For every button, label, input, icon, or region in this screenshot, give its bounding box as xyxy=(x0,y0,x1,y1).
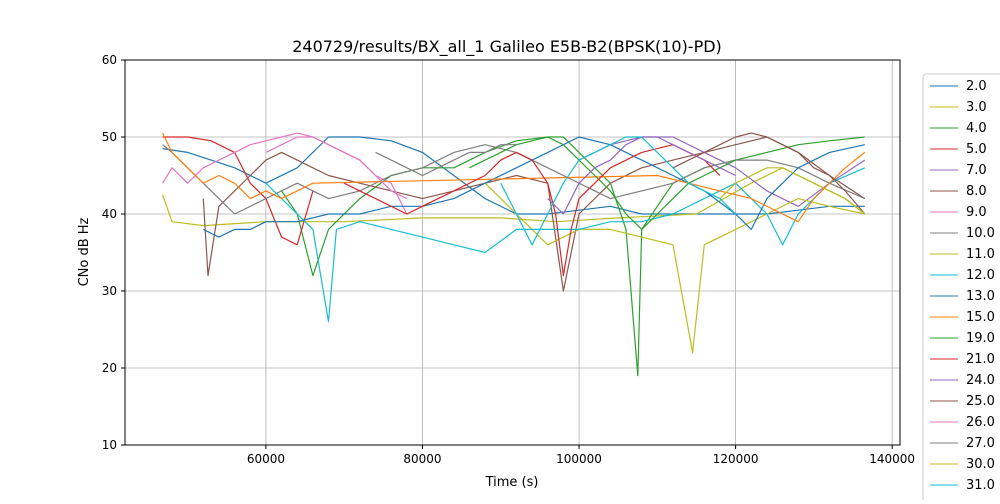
legend-label: 12.0 xyxy=(966,268,995,283)
series-line-27-0 xyxy=(375,144,517,177)
x-axis-label: Time (s) xyxy=(485,475,539,490)
series-line-26-0 xyxy=(265,136,408,200)
legend-label: 30.0 xyxy=(966,457,995,472)
x-tick-label: 60000 xyxy=(247,452,285,466)
y-tick-label: 60 xyxy=(102,53,117,67)
legend-label: 8.0 xyxy=(966,184,987,199)
y-axis-ticks: 10 20 30 40 50 60 xyxy=(102,53,125,452)
legend-box xyxy=(922,73,1000,504)
legend-label: 11.0 xyxy=(966,247,995,262)
legend-label: 4.0 xyxy=(966,121,987,136)
series-line-15-0 xyxy=(162,132,866,223)
legend-label: 13.0 xyxy=(966,289,995,304)
legend-label: 5.0 xyxy=(966,142,987,157)
legend-label: 21.0 xyxy=(966,352,995,367)
series-line-30-0 xyxy=(719,167,866,215)
series-line-13-0 xyxy=(203,136,865,238)
y-tick-label: 50 xyxy=(102,130,117,144)
legend: 2.0 3.0 4.0 5.0 7.0 8.0 9.0 10.0 11.0 12.0 13.0 15.… xyxy=(922,73,1000,504)
legend-label: 26.0 xyxy=(966,415,995,430)
legend-label: 25.0 xyxy=(966,394,995,409)
series-line-7-0 xyxy=(578,136,866,207)
series-lines xyxy=(162,132,866,377)
series-line-11-0 xyxy=(484,182,865,354)
grid xyxy=(125,59,900,446)
y-tick-label: 10 xyxy=(102,438,117,452)
series-line-31-0 xyxy=(500,136,737,246)
y-axis-label: CNo dB Hz xyxy=(77,217,92,286)
series-line-10-0 xyxy=(162,144,866,215)
series-line-25-0 xyxy=(672,132,866,215)
legend-label: 19.0 xyxy=(966,331,995,346)
legend-label: 27.0 xyxy=(966,436,995,451)
x-tick-label: 80000 xyxy=(403,452,441,466)
legend-label: 9.0 xyxy=(966,205,987,220)
legend-label: 7.0 xyxy=(966,163,987,178)
series-line-5-0 xyxy=(162,136,314,246)
series-line-2-0 xyxy=(162,136,865,215)
x-tick-label: 140000 xyxy=(869,452,915,466)
legend-label: 3.0 xyxy=(966,100,987,115)
legend-label: 31.0 xyxy=(966,478,995,493)
series-line-8-0 xyxy=(202,136,866,292)
series-line-21-0 xyxy=(343,144,721,277)
x-tick-label: 120000 xyxy=(713,452,759,466)
chart-title: 240729/results/BX_all_1 Galileo E5B-B2(B… xyxy=(292,37,722,57)
y-tick-label: 20 xyxy=(102,361,117,375)
y-tick-label: 30 xyxy=(102,284,117,298)
series-line-4-0 xyxy=(281,136,865,377)
legend-label: 2.0 xyxy=(966,79,987,94)
x-axis-ticks: 60000 80000 100000 120000 140000 xyxy=(247,445,915,466)
legend-label: 24.0 xyxy=(966,373,995,388)
series-line-12-0 xyxy=(265,167,866,323)
legend-label: 10.0 xyxy=(966,226,995,241)
legend-label: 15.0 xyxy=(966,310,995,325)
y-tick-label: 40 xyxy=(102,207,117,221)
x-tick-label: 100000 xyxy=(556,452,602,466)
plot-frame xyxy=(124,59,901,446)
series-line-19-0 xyxy=(469,136,736,230)
